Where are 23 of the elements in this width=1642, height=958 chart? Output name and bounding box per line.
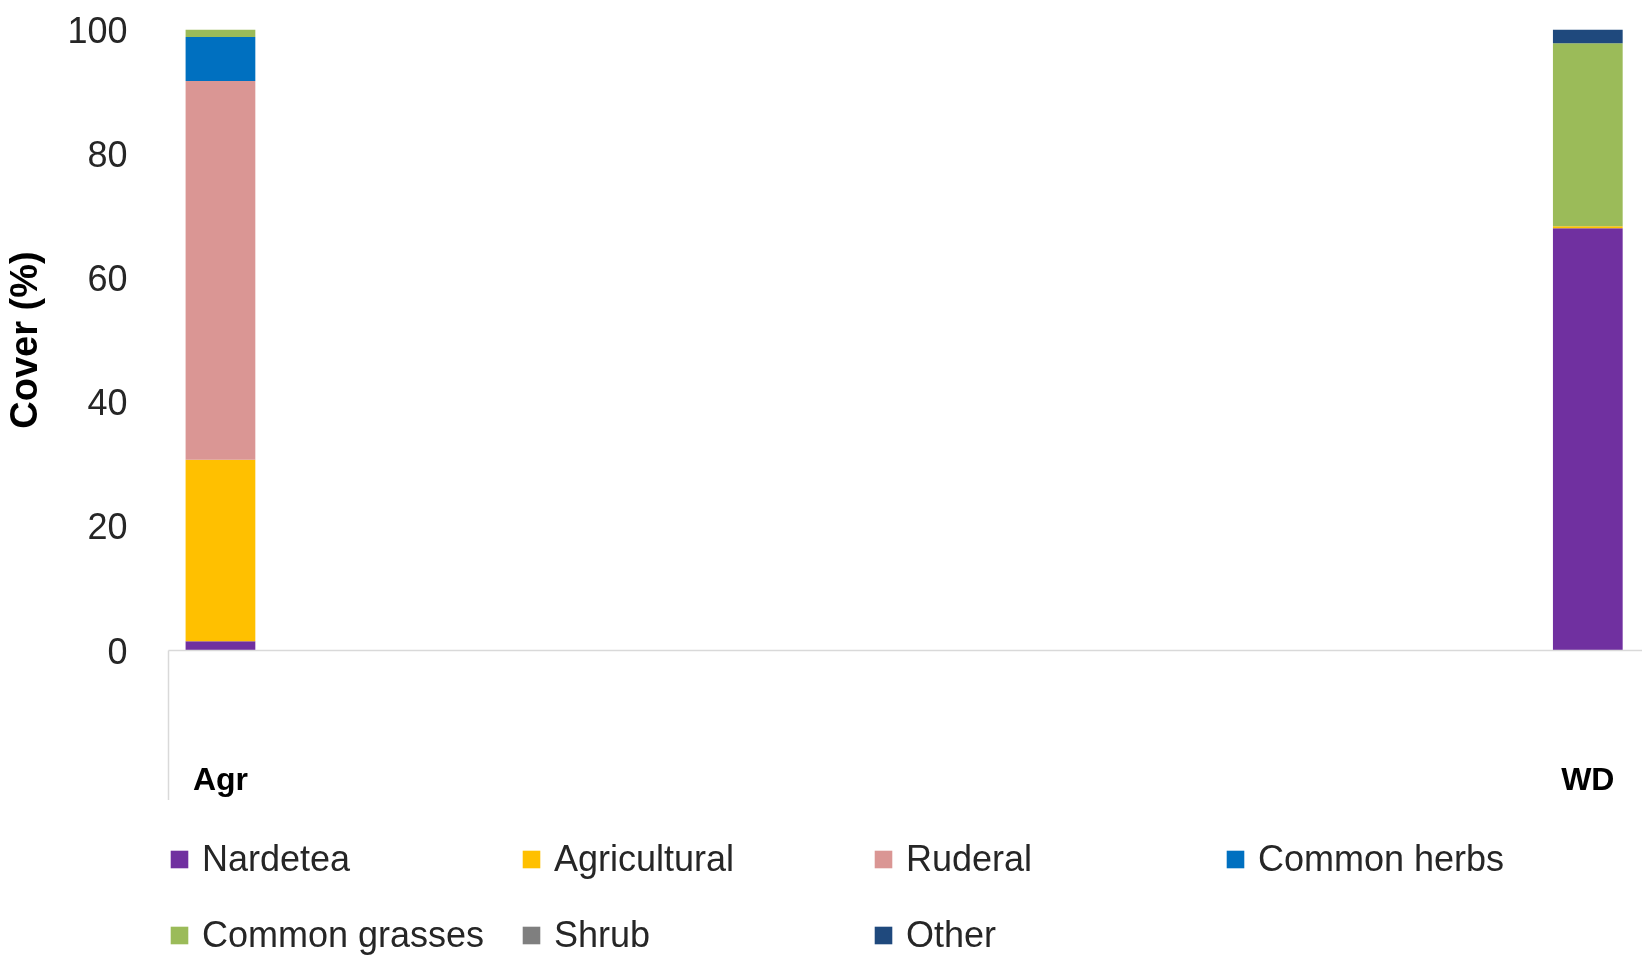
x-tick-label: WD (1561, 760, 1615, 797)
bar (1552, 43, 1623, 227)
y-axis-title: Cover (%) (3, 251, 46, 429)
legend-label: Common grasses (202, 914, 486, 956)
y-tick-label: 100 (67, 9, 128, 51)
y-tick-label: 60 (87, 257, 128, 299)
bar (1552, 29, 1623, 44)
legend-label: Ruderal (906, 838, 1034, 880)
legend-label: Other (906, 914, 998, 956)
bar (1552, 228, 1623, 651)
bar (185, 29, 256, 37)
legend-label: Common herbs (1258, 838, 1506, 880)
y-tick-label: 80 (87, 133, 128, 175)
y-tick-label: 0 (107, 630, 128, 672)
legend-label: Agricultural (554, 838, 736, 880)
y-tick-label: 40 (87, 382, 128, 424)
x-tick-label: Agr (192, 760, 249, 797)
bar (185, 36, 256, 82)
bar (185, 459, 256, 642)
legend-label: Shrub (554, 914, 652, 956)
y-tick-label: 20 (87, 506, 128, 548)
bar (185, 81, 256, 460)
legend-label: Nardetea (202, 838, 352, 880)
